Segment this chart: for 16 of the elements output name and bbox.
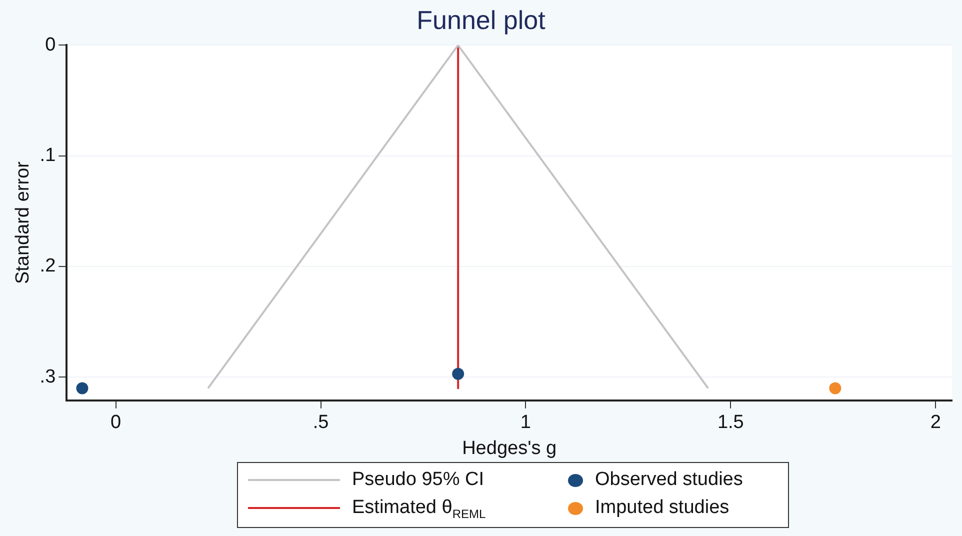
x-tick-label: 2 <box>930 412 941 434</box>
y-tick-label: .1 <box>40 145 56 166</box>
y-tick-label: .2 <box>40 256 56 277</box>
x-tick-label: 1.5 <box>717 412 744 434</box>
y-axis-title: Standard error <box>12 160 34 284</box>
x-tick-label: 1 <box>520 412 532 434</box>
legend-label: Imputed studies <box>595 497 730 519</box>
legend-label: Estimated θ$_{REML}$ <box>352 497 486 521</box>
x-axis-title: Hedges's g <box>462 438 557 459</box>
legend-label: Pseudo 95% CI <box>352 469 484 491</box>
chart-title: Funnel plot <box>416 4 546 35</box>
y-tick-label: .3 <box>40 366 56 388</box>
x-tick-label: 0 <box>110 412 122 434</box>
legend-label: Observed studies <box>595 469 743 491</box>
y-tick-label: 0 <box>45 34 56 56</box>
x-tick-label: .5 <box>312 412 329 434</box>
